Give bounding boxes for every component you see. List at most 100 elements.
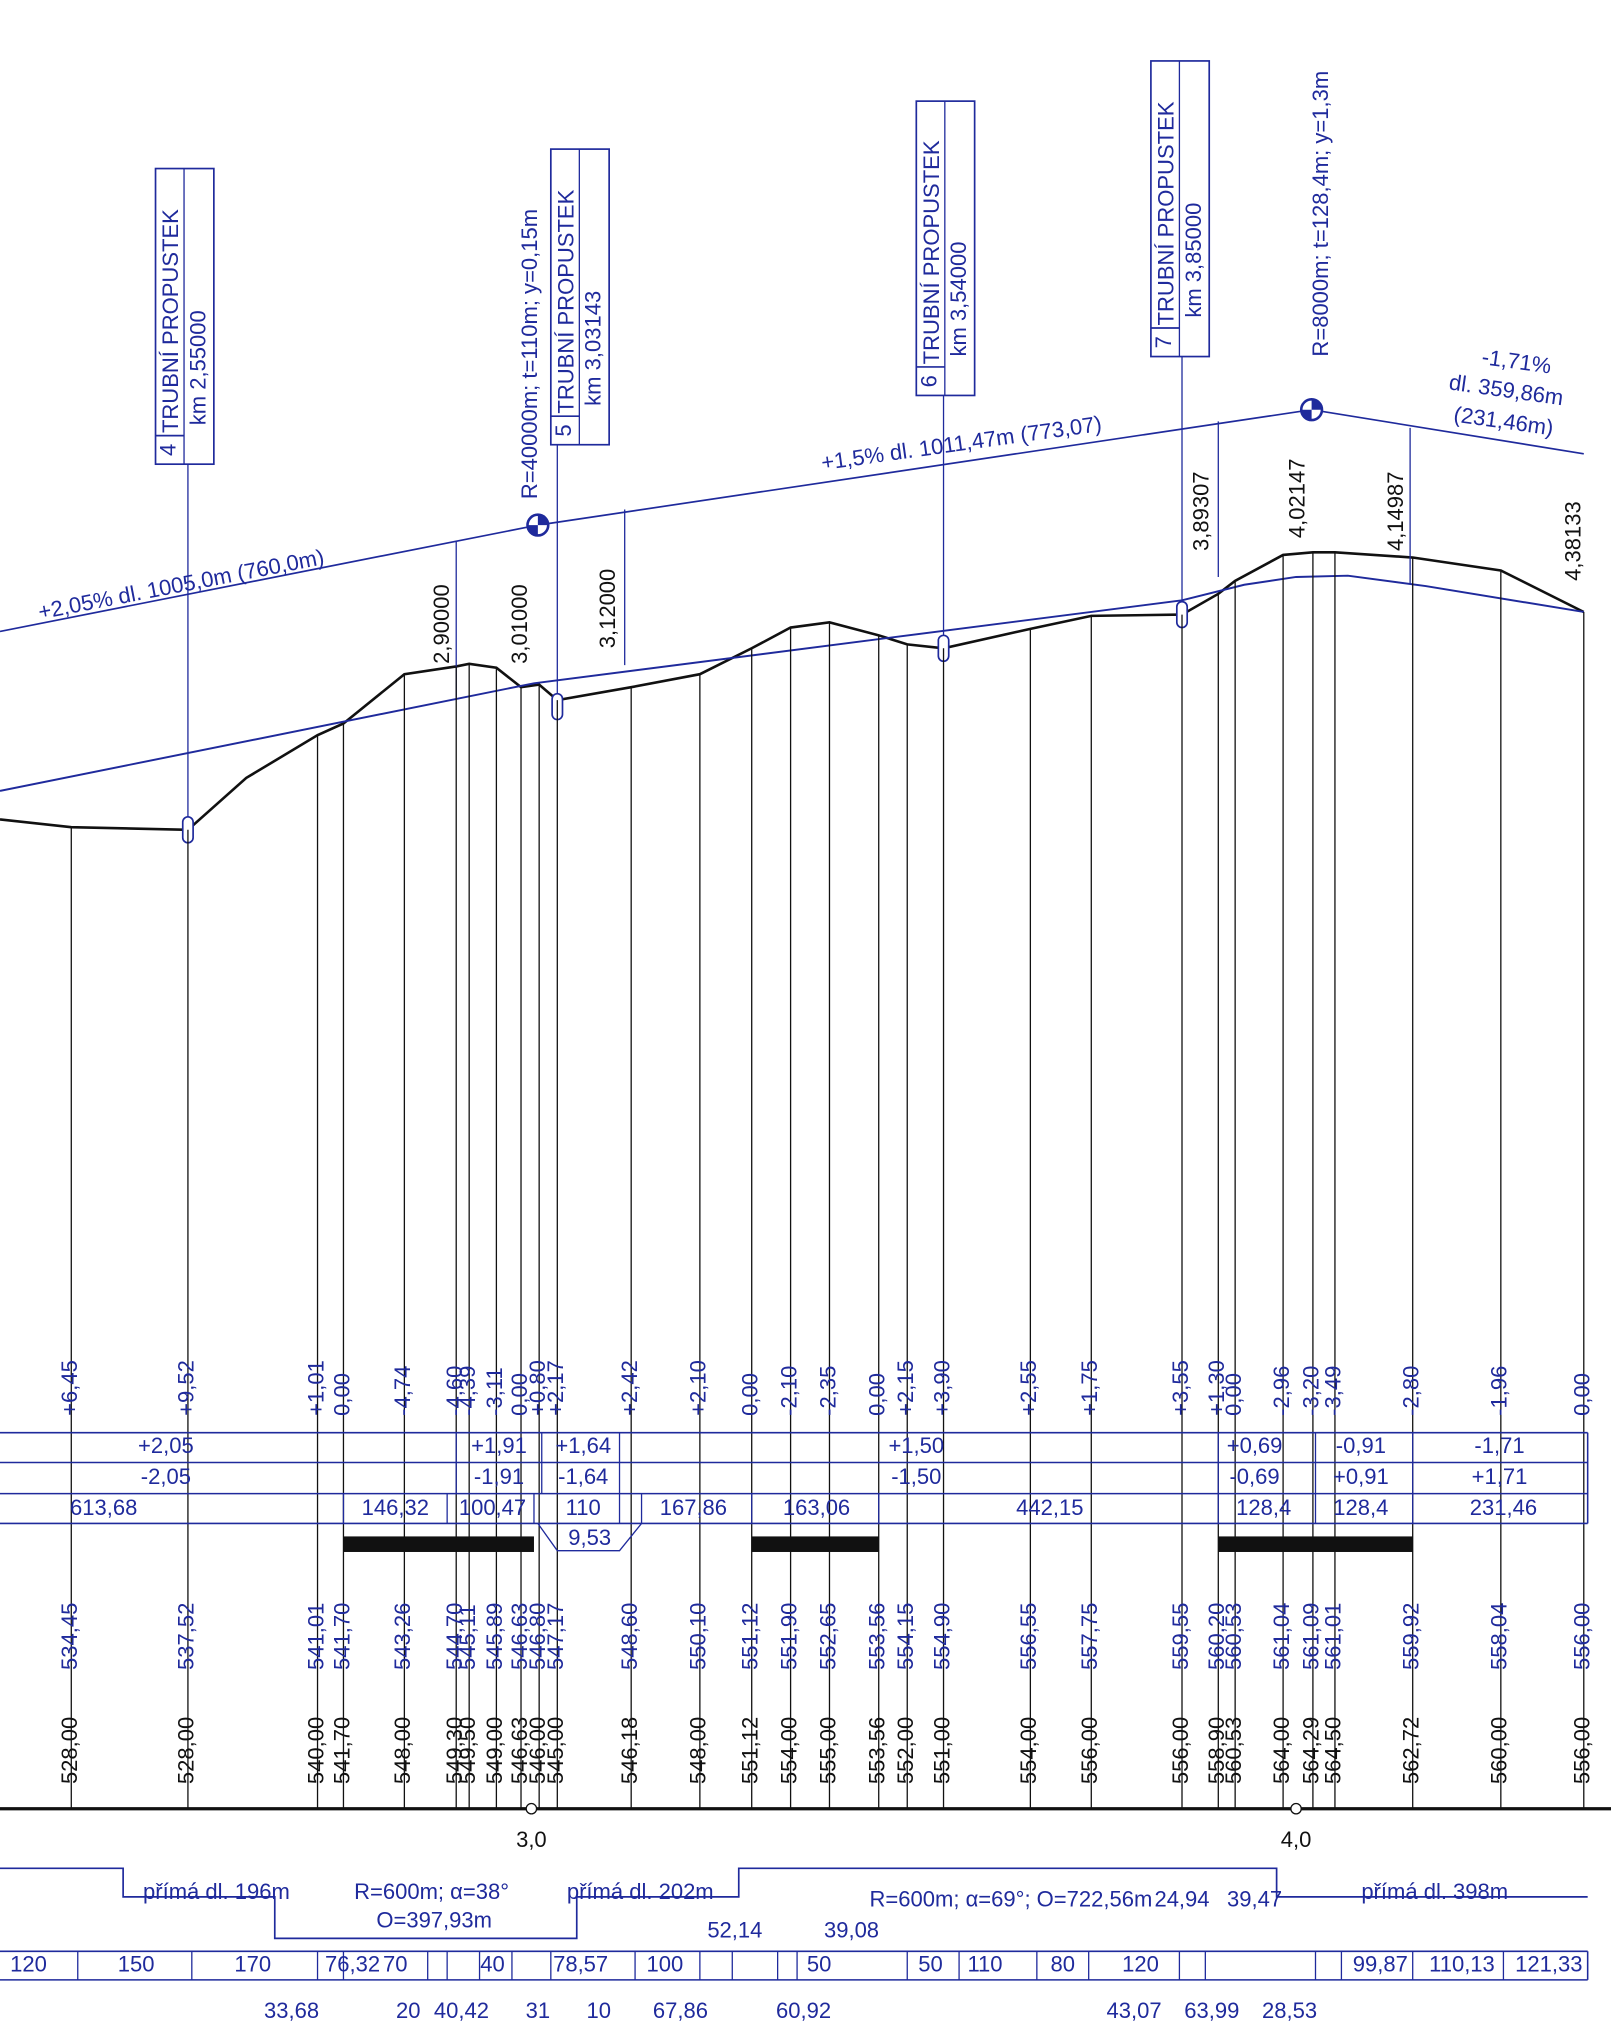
label: 557,75 [1077,1603,1102,1670]
label: -0,91 [1336,1433,1386,1458]
label: R=600m; α=69°; O=722,56m [870,1887,1153,1912]
label: -4,39 [455,1366,480,1416]
label: 70 [383,1951,407,1976]
label: 556,00 [1077,1717,1102,1784]
label: 33,68 [264,1998,319,2023]
label: 548,00 [390,1717,415,1784]
label: 50 [918,1951,942,1976]
label: 0,00 [865,1373,890,1416]
label: 560,20 [1204,1603,1229,1670]
label: 128,4 [1236,1495,1291,1520]
label: 39,08 [824,1918,879,1943]
label: 551,90 [776,1603,801,1670]
label: 552,65 [815,1603,840,1670]
label: 556,00 [1570,1717,1595,1784]
label: 552,00 [893,1717,918,1784]
label: 150 [118,1951,155,1976]
label: 7 [1151,336,1176,348]
label: -2,80 [1399,1366,1424,1416]
label: +2,55 [1016,1360,1041,1416]
label: -2,96 [1269,1366,1294,1416]
label: 540,00 [303,1717,328,1784]
label: přímá dl. 202m [567,1879,714,1904]
label: O=397,93m [376,1907,492,1932]
label: 128,4 [1333,1495,1388,1520]
label: 546,63 [507,1717,532,1784]
label: 543,26 [390,1603,415,1670]
label: přímá dl. 398m [1361,1879,1508,1904]
label: 561,09 [1299,1603,1324,1670]
label: 546,18 [617,1717,642,1784]
label: 534,45 [57,1603,82,1670]
label: +9,52 [174,1360,199,1416]
label: 231,46 [1470,1495,1537,1520]
label: 556,00 [1168,1717,1193,1784]
label: 40,42 [434,1998,489,2023]
label: 548,00 [686,1717,711,1784]
label: 546,00 [525,1717,550,1784]
label: 537,52 [174,1603,199,1670]
label: 0,00 [507,1373,532,1416]
curve-bar [751,1536,879,1552]
label: 545,89 [482,1603,507,1670]
curve-bar [343,1536,534,1552]
label: 551,12 [738,1717,763,1784]
label: 4 [156,444,181,456]
label: 163,06 [783,1495,850,1520]
label: 613,68 [70,1495,137,1520]
label: 541,70 [329,1603,354,1670]
label: 3,01000 [507,584,532,664]
label: +1,30 [1204,1360,1229,1416]
label: 120 [10,1951,47,1976]
label: +2,10 [686,1360,711,1416]
label: 4,02147 [1284,458,1309,538]
label: 528,00 [57,1717,82,1784]
label: 110,13 [1429,1951,1495,1976]
label: +2,17 [543,1360,568,1416]
label: 170 [234,1951,271,1976]
label: 100,47 [459,1495,526,1520]
label: -1,71 [1474,1433,1524,1458]
label: 121,33 [1515,1951,1582,1976]
curve-vertex-fill [1301,399,1322,421]
label: 100 [647,1951,684,1976]
label: 564,50 [1321,1717,1346,1784]
label: R=8000m; t=128,4m; y=1,3m [1308,71,1333,357]
label: -1,91 [474,1464,524,1489]
label: 561,04 [1269,1603,1294,1670]
label: 553,56 [865,1603,890,1670]
label: -3,49 [1321,1366,1346,1416]
label: 5 [551,424,576,436]
label: R=600m; α=38° [354,1879,509,1904]
label: 0,00 [738,1373,763,1416]
label: 4,38133 [1561,501,1586,581]
label: 564,00 [1269,1717,1294,1784]
label: 545,00 [543,1717,568,1784]
label: 554,15 [893,1603,918,1670]
label: 551,12 [738,1603,763,1670]
curve-bar [1218,1536,1413,1552]
label: 547,17 [543,1603,568,1670]
label: 546,63 [507,1603,532,1670]
label: km 3,54000 [946,241,971,356]
label: 559,55 [1168,1603,1193,1670]
label: 556,00 [1570,1603,1595,1670]
label: +3,90 [929,1360,954,1416]
label: 3,89307 [1189,471,1214,551]
label: 99,87 [1353,1951,1408,1976]
label: 2,90000 [429,584,454,664]
label: -3,20 [1299,1366,1324,1416]
label: 442,15 [1016,1495,1083,1520]
label: 10 [587,1998,611,2023]
label: 564,29 [1299,1717,1324,1784]
label: 558,04 [1487,1603,1512,1670]
label: 561,01 [1321,1603,1346,1670]
label: 0,00 [329,1373,354,1416]
label: -4,74 [390,1366,415,1416]
label: 20 [396,1998,420,2023]
label: 63,99 [1184,1998,1239,2023]
label: -1,64 [558,1464,608,1489]
label: +1,71 [1472,1464,1528,1489]
label: km 2,55000 [185,310,210,425]
